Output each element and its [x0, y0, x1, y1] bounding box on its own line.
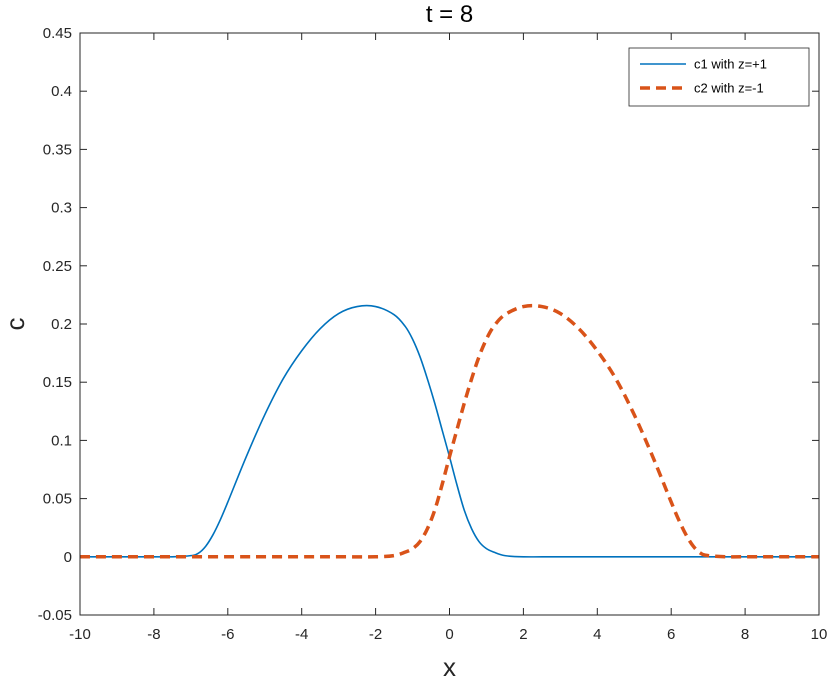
y-tick-label: 0	[64, 549, 72, 566]
y-axis-label: c	[0, 318, 30, 331]
x-tick-label: 8	[741, 626, 749, 643]
plot-background	[80, 33, 819, 615]
y-tick-label: 0.35	[43, 141, 72, 158]
y-tick-label: 0.1	[51, 432, 72, 449]
legend: c1 with z=+1 c2 with z=-1	[628, 47, 810, 107]
x-tick-label: 4	[593, 626, 601, 643]
axis-ticks: -10 -8 -6 -4 -2 0 2 4 6 8 10 -0.05 0 0.05 0.1 0.15 0.2 0.…	[38, 25, 828, 643]
legend-label-c1: c1 with z=+1	[694, 57, 767, 72]
y-tick-label: -0.05	[38, 607, 72, 624]
x-tick-label: -6	[221, 626, 234, 643]
y-tick-label: 0.4	[51, 83, 72, 100]
x-tick-label: -8	[147, 626, 160, 643]
series-line-c2	[80, 303, 819, 559]
x-tick-label: 0	[445, 626, 453, 643]
x-tick-label: -4	[295, 626, 308, 643]
x-tick-label: 2	[519, 626, 527, 643]
x-tick-label: 10	[811, 626, 828, 643]
plot-frame	[79, 32, 820, 616]
chart-title: t = 8	[426, 1, 473, 28]
y-tick-label: 0.3	[51, 200, 72, 217]
y-tick-label: 0.45	[43, 25, 72, 42]
y-tick-label: 0.05	[43, 491, 72, 508]
legend-label-c2: c2 with z=-1	[694, 81, 764, 96]
y-tick-label: 0.15	[43, 374, 72, 391]
x-axis-label: x	[443, 652, 456, 680]
y-tick-label: 0.25	[43, 258, 72, 275]
y-tick-label: 0.2	[51, 316, 72, 333]
series-lines	[80, 303, 819, 559]
x-tick-label: -2	[369, 626, 382, 643]
x-tick-label: 6	[667, 626, 675, 643]
series-line-c1	[80, 304, 819, 558]
legend-box	[628, 47, 810, 107]
x-tick-label: -10	[69, 626, 91, 643]
